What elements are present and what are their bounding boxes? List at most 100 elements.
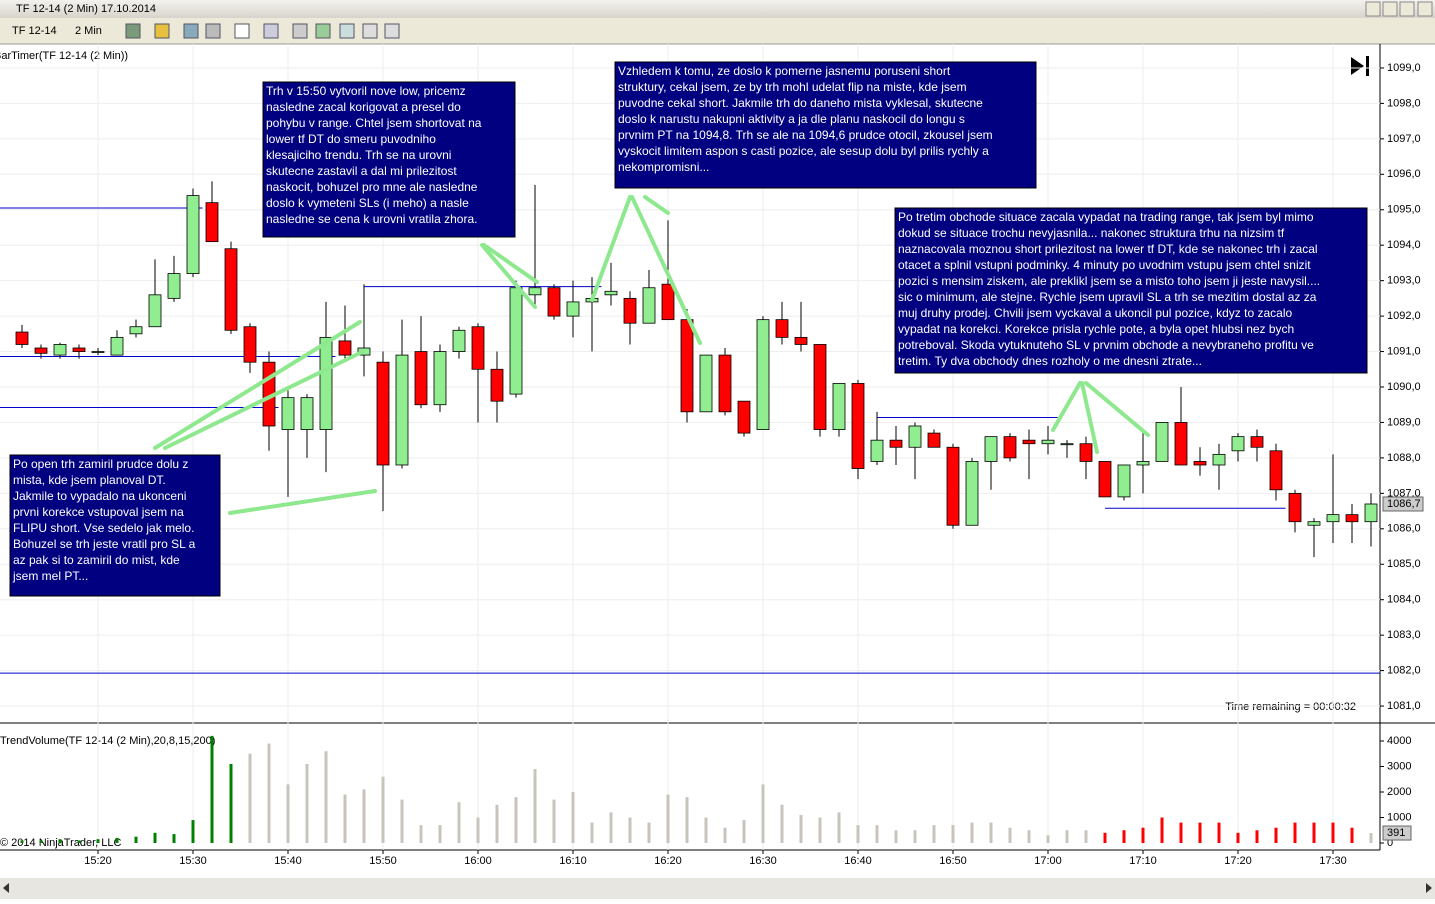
restore-button[interactable] [1382, 1, 1398, 17]
candle-body [1155, 422, 1169, 462]
volume-bar [533, 769, 537, 843]
volume-bar [989, 822, 993, 843]
scrollbar-track[interactable] [0, 878, 1435, 899]
annotation-box [614, 61, 1037, 189]
zoom-out-icon[interactable] [205, 23, 221, 39]
candle-body [1041, 439, 1055, 445]
volume-bar [286, 784, 290, 843]
timer-text: Time remaining = 00:00:32 [1225, 701, 1356, 713]
volume-bar [818, 817, 822, 843]
candle-body [110, 336, 124, 356]
data-box-icon[interactable] [362, 23, 378, 39]
x-tick-label: 15:40 [274, 855, 302, 867]
volume-bar [704, 817, 708, 843]
candle-body [1079, 443, 1093, 462]
candle-body [224, 248, 238, 331]
close-button[interactable] [1417, 1, 1433, 17]
candle-body [395, 354, 409, 466]
volume-bar [1217, 822, 1221, 843]
annotation-line: Po open trh zamiril prudce dolu z [13, 457, 188, 471]
volume-bar [495, 804, 499, 843]
interval-selector[interactable]: 2 Min [75, 25, 102, 37]
volume-bar [666, 794, 670, 843]
minimize-button[interactable] [1365, 1, 1381, 17]
volume-bar [1027, 830, 1031, 843]
crosshair-icon[interactable] [234, 23, 250, 39]
annotation-line: puvodne cekal short. Jakmile trh do dane… [618, 96, 983, 110]
volume-bar [1179, 822, 1183, 843]
candle-body [300, 397, 314, 430]
end-bar-icon[interactable] [1366, 56, 1369, 76]
volume-bar [1160, 817, 1164, 843]
annotation-line: nasledne zacal korigovat a presel do [266, 100, 461, 114]
annotation-line: nasledne se cena k urovni vratila zhora. [266, 212, 477, 226]
scroll-right[interactable] [1426, 883, 1432, 893]
maximize-button[interactable] [1399, 1, 1415, 17]
candle-body [832, 383, 846, 430]
volume-bar [20, 840, 24, 843]
annotation-line: az pak si to zamiril do mist, kde [13, 553, 180, 567]
bartimer-label: BarTimer(TF 12-14 (2 Min)) [0, 50, 128, 62]
annotation-line: jsem mel PT... [12, 569, 88, 583]
volume-bar [514, 797, 518, 843]
go-to-end-button[interactable] [1351, 56, 1369, 76]
volume-bar [267, 743, 271, 843]
ats-icon[interactable] [384, 23, 400, 39]
y-tick-label: 1097,0 [1387, 133, 1421, 145]
annotation-line: mista, kde jsem planoval DT. [13, 473, 166, 487]
volume-bar [419, 825, 423, 843]
volume-bar [552, 799, 556, 843]
volume-bar [1236, 832, 1240, 843]
instrument-selector[interactable]: TF 12-14 [12, 25, 57, 37]
volume-bar [685, 797, 689, 843]
candle-body [813, 344, 827, 430]
y-tick-label: 3000 [1387, 760, 1411, 772]
volume-bar [609, 812, 613, 843]
magnify-icon[interactable] [263, 23, 279, 39]
annotation-box [894, 207, 1368, 374]
candle-body [1136, 461, 1150, 466]
candle-body [376, 361, 390, 466]
volume-bar [381, 776, 385, 843]
candle-body [53, 344, 67, 356]
volume-bar [438, 825, 442, 843]
draw-icon[interactable] [154, 23, 170, 39]
strategies-icon[interactable] [339, 23, 355, 39]
candle-body [186, 195, 200, 274]
volume-bar [210, 735, 214, 843]
candle-body [357, 347, 371, 356]
annotation-line: sic o minimum, ale stejne. Rychle jsem u… [898, 290, 1317, 304]
candle-body [1060, 443, 1074, 446]
indicators-icon[interactable] [315, 23, 331, 39]
x-tick-label: 17:20 [1224, 855, 1252, 867]
annotation-line: lower tf DT do smeru puvodniho [266, 132, 436, 146]
y-tick-label: 4000 [1387, 735, 1411, 747]
volume-bar [305, 763, 309, 843]
candle-body [319, 336, 333, 430]
candle-body [490, 368, 504, 402]
candle-body [243, 326, 257, 363]
candle-body [851, 383, 865, 469]
connector [153, 320, 362, 450]
annotation-line: otacet a splnil vstupni podminky. 4 minu… [898, 258, 1311, 272]
volume-bar [932, 825, 936, 843]
volume-bar [1141, 827, 1145, 843]
candle-body [946, 446, 960, 526]
zoom-in-icon[interactable] [183, 23, 199, 39]
connector [1080, 381, 1099, 454]
volume-bar [1255, 830, 1259, 843]
scroll-left[interactable] [3, 883, 9, 893]
x-tick-label: 15:20 [84, 855, 112, 867]
y-tick-label: 1096,0 [1387, 168, 1421, 180]
volume-bar [875, 825, 879, 843]
connector [1051, 381, 1082, 432]
properties-icon[interactable] [292, 23, 308, 39]
candle-body [794, 336, 808, 345]
y-tick-label: 2000 [1387, 786, 1411, 798]
y-tick-label: 1095,0 [1387, 204, 1421, 216]
play-icon[interactable] [1351, 57, 1364, 75]
bar-type-icon[interactable] [125, 23, 141, 39]
connector [228, 489, 377, 515]
candle-body [1345, 514, 1359, 523]
